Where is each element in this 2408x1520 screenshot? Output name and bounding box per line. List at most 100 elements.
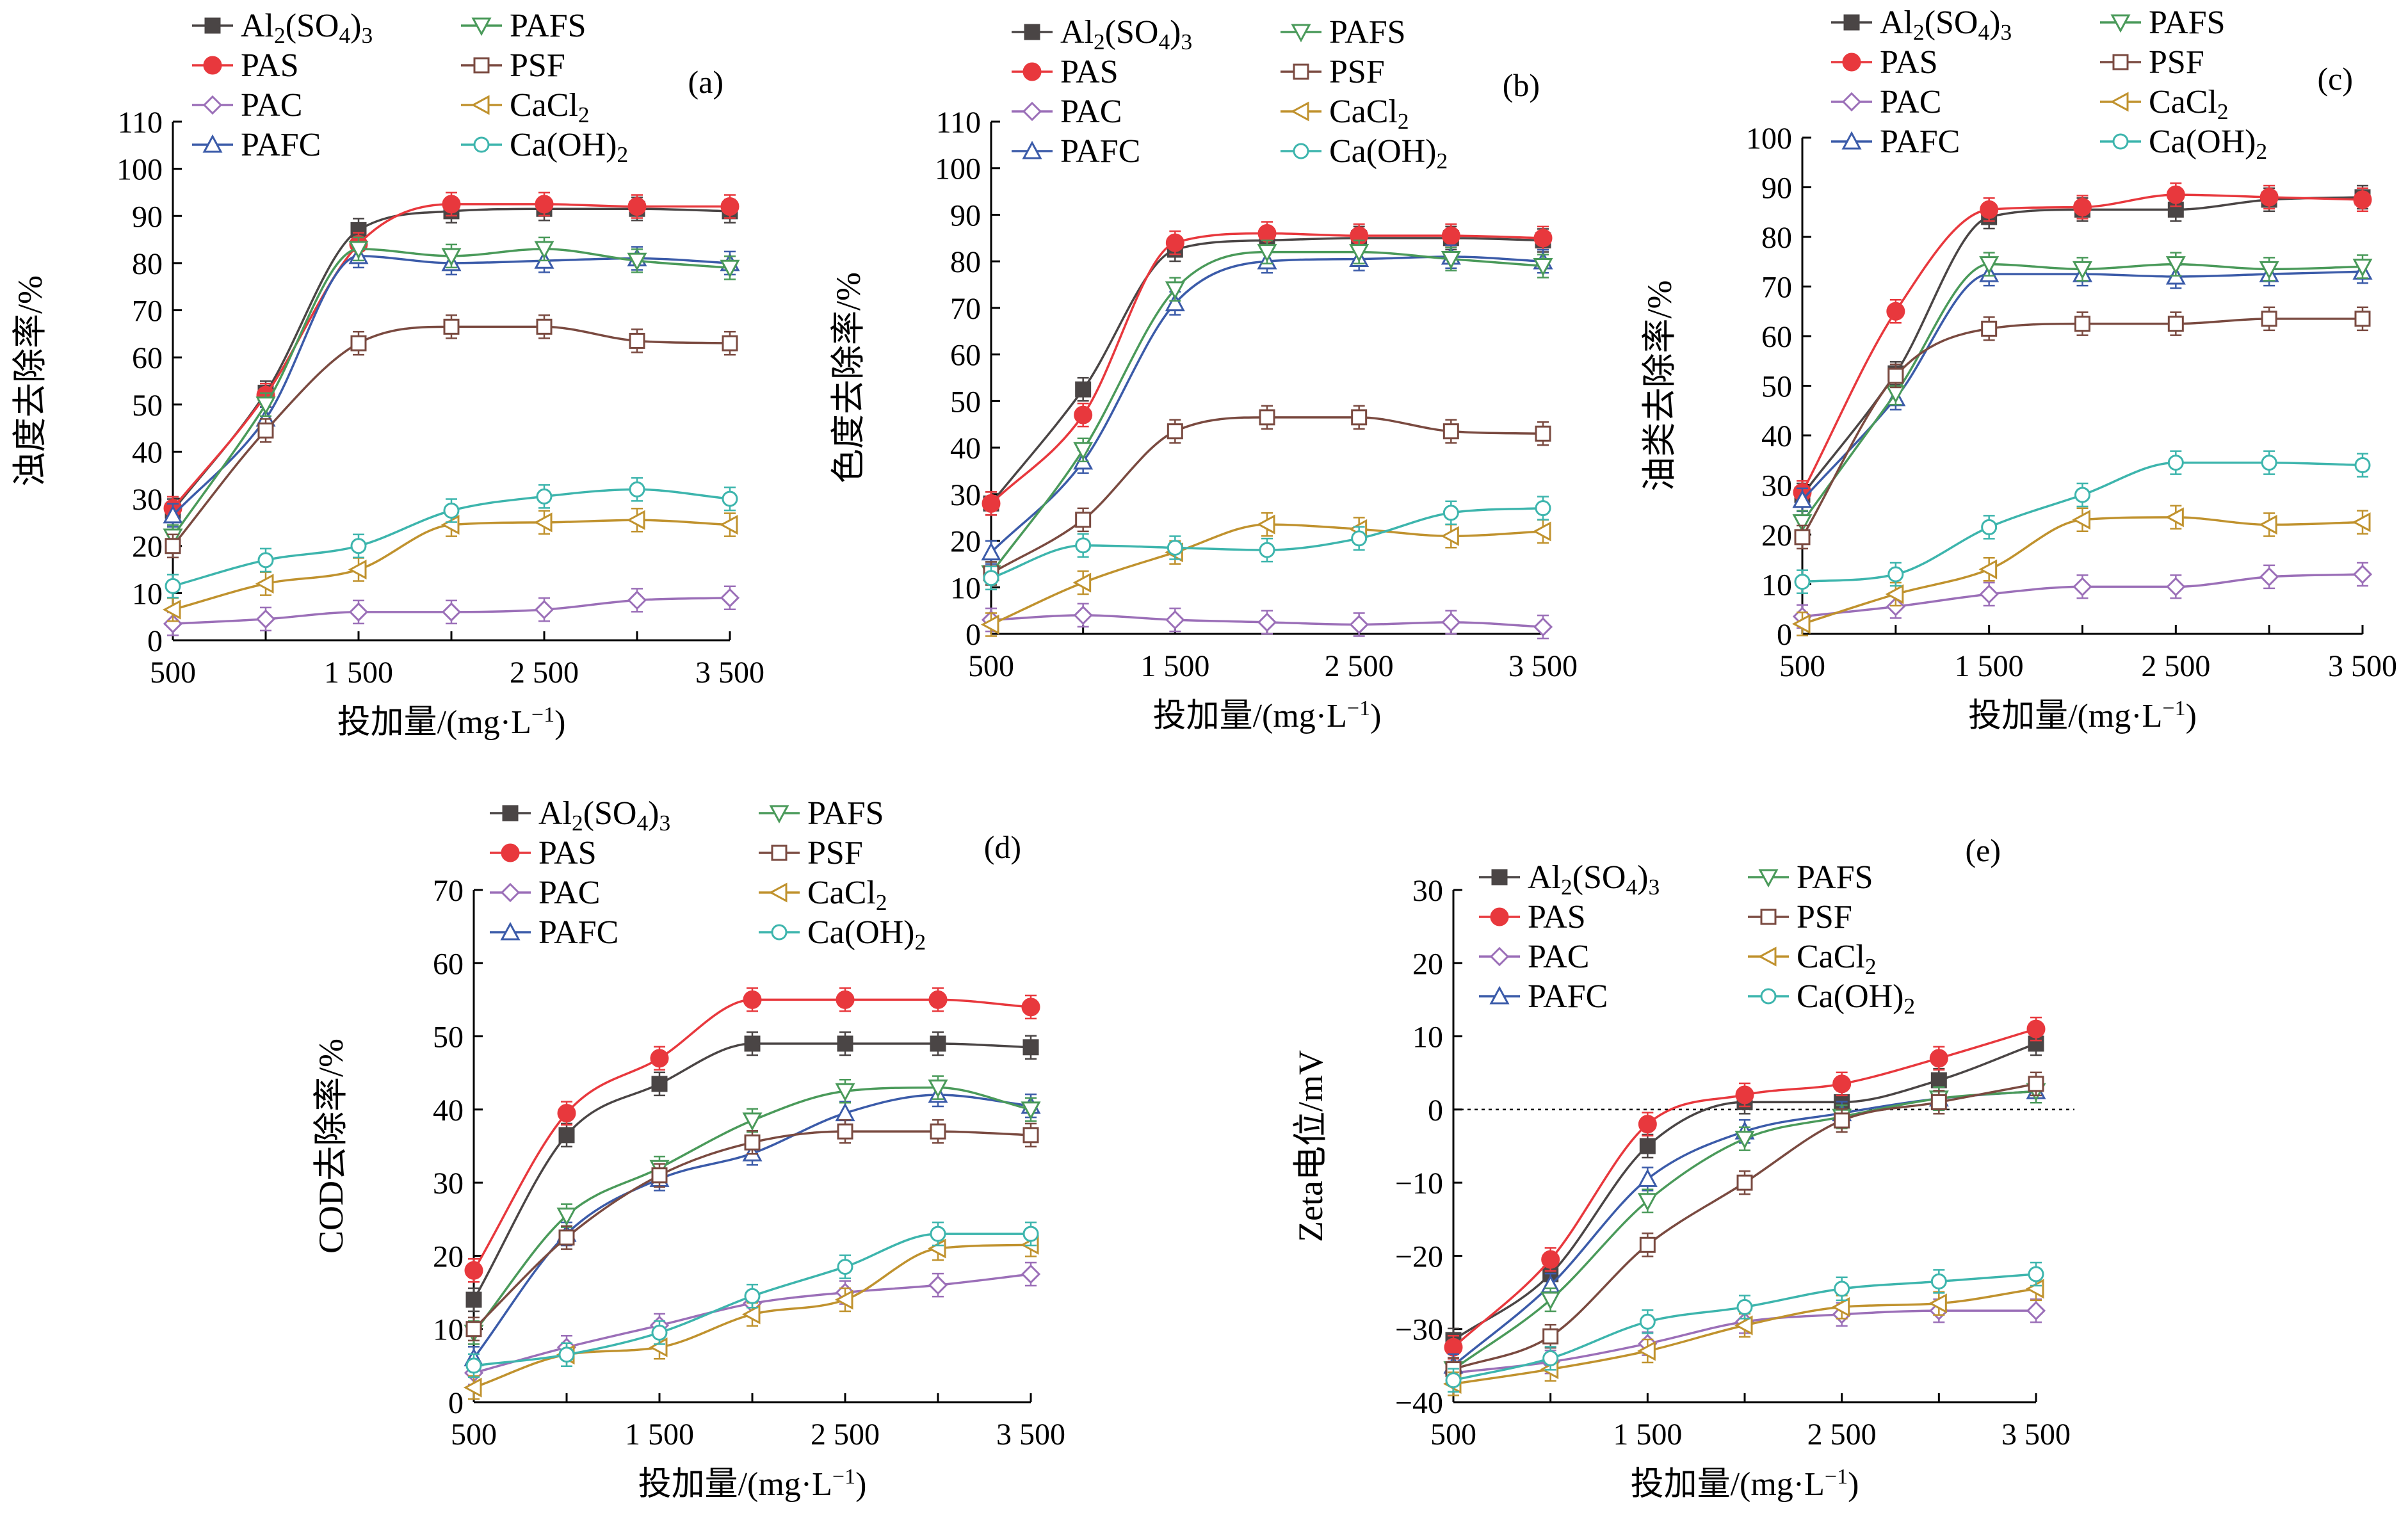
chart-panel-d: 0 10 20 30 40 50 60 70 500 1 500 2 500 3 500 投加量/(mg… <box>312 795 1065 1503</box>
data-point <box>742 1112 763 1131</box>
data-point <box>2074 316 2090 332</box>
data-point <box>2259 567 2279 586</box>
data-point <box>1074 405 1093 424</box>
data-point <box>1834 1281 1850 1297</box>
legend-label: CaCl2 <box>2149 84 2229 124</box>
data-point <box>1887 566 1904 583</box>
data-point <box>719 515 738 535</box>
y-axis-label: COD去除率/% <box>312 1039 350 1254</box>
data-point <box>1885 584 1904 604</box>
legend-label: PAFS <box>1797 859 1873 896</box>
data-point <box>465 1357 482 1374</box>
legend: Al2(SO4)3 PAFS PAS PSF PAC CaCl2 PAFC Ca(OH)2 <box>1012 14 1448 174</box>
legend-item: Al2(SO4)3 <box>490 795 670 836</box>
data-point <box>1256 514 1275 535</box>
legend-label: PAFS <box>1329 14 1406 51</box>
data-point <box>1165 281 1185 300</box>
data-point <box>1736 1174 1753 1191</box>
data-point <box>1886 302 1905 321</box>
legend-label: PAFC <box>241 127 321 163</box>
y-tick-label: 40 <box>433 1094 464 1128</box>
data-point <box>720 588 740 608</box>
chart-panel-e: −40 −30 −20 −10 0 10 20 30 500 1 500 2 500 3 500 投加量… <box>1291 832 2074 1503</box>
data-point <box>350 335 367 352</box>
legend-item: PAFS <box>1748 859 1873 896</box>
legend-item: PAS <box>1831 44 1938 81</box>
data-point <box>558 1127 575 1144</box>
data-point <box>1441 226 1460 245</box>
y-tick-label: 20 <box>950 525 981 559</box>
legend-item: PAFC <box>1831 124 1960 160</box>
data-point <box>1734 1131 1755 1149</box>
chart-panel-b: 0 10 20 30 40 50 60 70 80 90 100 110 500 1 500 2 500 3 … <box>829 14 1578 734</box>
legend-label: Al2(SO4)3 <box>538 795 670 836</box>
legend-item: PAFS <box>461 8 586 44</box>
legend-label: PAFC <box>1060 133 1140 170</box>
y-tick-label: 40 <box>132 435 163 469</box>
legend-label: PAFC <box>538 914 618 951</box>
y-tick-label: 20 <box>1412 947 1443 981</box>
data-point <box>165 538 181 554</box>
legend-marker <box>1293 63 1309 80</box>
data-point <box>1533 257 1553 277</box>
legend-item: Al2(SO4)3 <box>192 8 373 48</box>
data-point <box>837 1035 853 1052</box>
y-tick-label: 50 <box>950 385 981 419</box>
legend-item: PAFS <box>1281 14 1406 51</box>
data-point <box>627 252 647 271</box>
panel-label: (a) <box>688 64 724 100</box>
data-point <box>255 609 276 629</box>
legend-item: PAC <box>1012 93 1122 130</box>
legend-label: Ca(OH)2 <box>1797 978 1915 1019</box>
legend-item: Ca(OH)2 <box>2100 124 2267 164</box>
data-point <box>255 574 274 594</box>
data-point <box>163 505 183 524</box>
data-point <box>1441 526 1459 546</box>
data-point <box>2352 512 2371 533</box>
data-point <box>1445 1372 1462 1389</box>
y-tick-label: 60 <box>950 339 981 373</box>
data-point <box>2353 190 2372 209</box>
series-pas <box>1444 1016 2046 1360</box>
legend-marker <box>771 924 788 941</box>
data-point <box>837 1123 853 1140</box>
legend-item: CaCl2 <box>461 87 590 127</box>
legend-marker <box>500 921 521 941</box>
series-psf <box>1445 1071 2044 1382</box>
legend-label: Al2(SO4)3 <box>1060 14 1192 54</box>
y-tick-label: 110 <box>118 106 163 140</box>
series-pafs <box>163 236 740 549</box>
legend-marker <box>1022 140 1042 159</box>
legend-marker <box>2112 54 2129 70</box>
data-point <box>1075 512 1092 528</box>
data-point <box>1791 613 1811 635</box>
data-point <box>558 1346 575 1363</box>
y-tick-label: 0 <box>147 624 163 658</box>
data-point <box>983 570 999 586</box>
data-point <box>722 335 738 352</box>
series-cacl2 <box>162 507 738 622</box>
legend-label: PSF <box>510 47 565 84</box>
legend-item: PSF <box>759 835 863 871</box>
chart-panel-a: 0 10 20 30 40 50 60 70 80 90 100 110 500 1 500 2 500 3 … <box>11 8 764 741</box>
series-pafs <box>1792 252 2373 535</box>
data-point <box>741 1304 761 1325</box>
y-tick-label: 60 <box>433 947 464 981</box>
data-point <box>651 1076 668 1092</box>
data-point <box>2165 507 2184 528</box>
data-point <box>534 600 554 620</box>
legend-marker <box>204 17 221 34</box>
data-point <box>257 552 274 569</box>
chart-panel-c: 0 10 20 30 40 50 60 70 80 90 100 500 1 500 2 500 3 500… <box>1640 4 2397 734</box>
data-point <box>1442 423 1459 440</box>
data-point <box>534 241 554 259</box>
y-tick-label: 40 <box>950 432 981 465</box>
y-tick-label: 0 <box>448 1386 464 1420</box>
y-tick-label: 70 <box>132 295 163 328</box>
data-point <box>1792 489 1813 508</box>
legend-marker <box>1489 985 1510 1005</box>
y-tick-label: 0 <box>1777 618 1792 652</box>
data-point <box>2261 455 2277 471</box>
legend-item: Ca(OH)2 <box>759 914 926 955</box>
